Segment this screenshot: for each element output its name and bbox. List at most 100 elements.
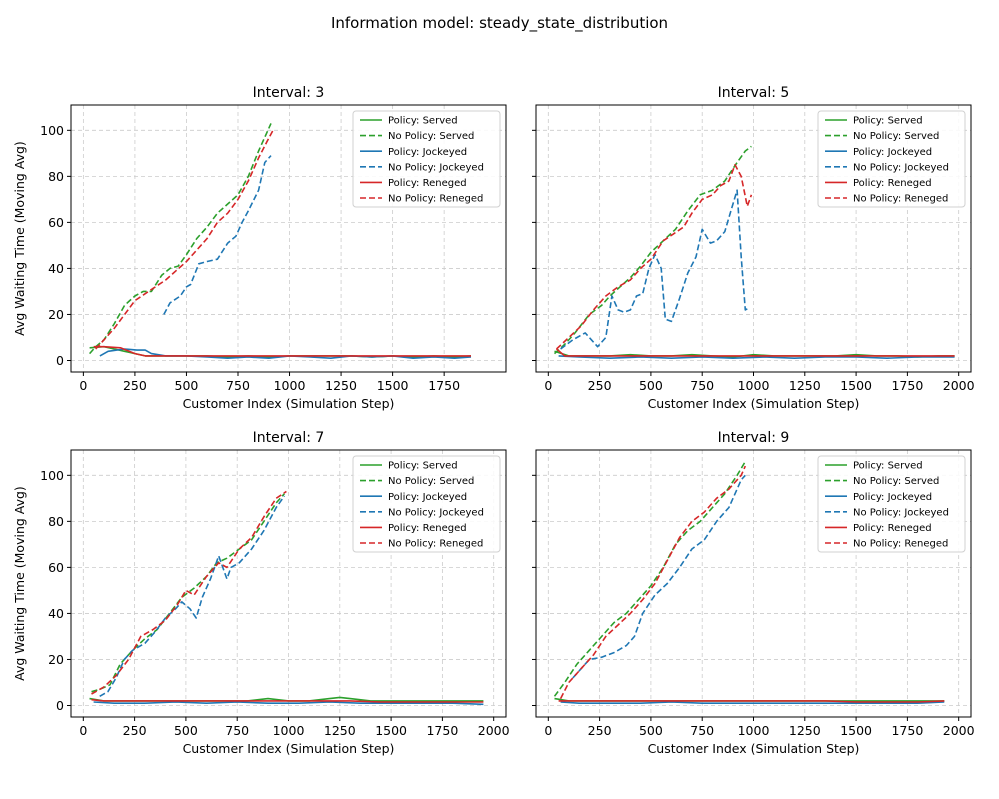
x-axis-label: Customer Index (Simulation Step): [648, 396, 860, 411]
legend-label-1: Policy: Served: [388, 461, 458, 472]
legend-label-3: Policy: Jockeyed: [388, 147, 467, 158]
legend: Policy: Served No Policy: Served Policy: J…: [352, 455, 501, 553]
legend-label-4: No Policy: Jockeyed: [388, 162, 484, 173]
series-line-5: [93, 345, 471, 357]
legend-box: [352, 455, 501, 553]
panel-title: Interval: 7: [253, 430, 325, 446]
x-tick-label: 500: [174, 723, 198, 738]
x-tick-label: 500: [639, 378, 663, 393]
series-line-5: [558, 700, 945, 703]
chart-panel-1: 0 250 500 750 1000 1250 1500 1750 0 20 40 60 80 100 In…: [12, 85, 507, 411]
x-tick-label: 1250: [325, 378, 357, 393]
panel-title: Interval: 5: [718, 85, 790, 101]
x-tick-label: 2000: [943, 723, 975, 738]
y-tick-label: 80: [48, 169, 64, 184]
x-tick-label: 1250: [789, 378, 821, 393]
x-tick-label: 1000: [274, 378, 306, 393]
y-tick-label: 100: [40, 123, 64, 138]
x-tick-label: 2000: [478, 723, 510, 738]
y-tick-label: 60: [48, 215, 64, 230]
series-line-3: [558, 355, 955, 359]
y-tick-label: 80: [48, 514, 64, 529]
legend-label-3: Policy: Jockeyed: [853, 147, 932, 158]
series-line-6: [559, 465, 747, 699]
x-tick-label: 1000: [738, 378, 770, 393]
x-tick-label: 1750: [428, 378, 460, 393]
legend-box: [817, 455, 966, 553]
legend-box: [817, 110, 966, 208]
x-tick-label: 1750: [891, 378, 923, 393]
legend-label-5: Policy: Reneged: [853, 523, 932, 534]
legend-label-5: Policy: Reneged: [388, 178, 467, 189]
legend-label-2: No Policy: Served: [388, 131, 474, 142]
legend-label-2: No Policy: Served: [388, 476, 474, 487]
y-tick-label: 100: [40, 468, 64, 483]
x-tick-label: 250: [588, 723, 612, 738]
x-axis-label: Customer Index (Simulation Step): [648, 741, 860, 756]
y-tick-label: 40: [48, 261, 64, 276]
chart-panel-3: 0 250 500 750 1000 1250 1500 1750 2000 0 20 40 60 80 1…: [12, 430, 510, 756]
x-tick-label: 750: [226, 378, 250, 393]
legend-box: [352, 110, 501, 208]
series-group: [89, 490, 484, 706]
legend: Policy: Served No Policy: Served Policy: J…: [352, 110, 501, 208]
series-line-5: [91, 698, 484, 703]
x-axis-label: Customer Index (Simulation Step): [183, 741, 395, 756]
y-tick-label: 20: [48, 307, 64, 322]
legend-label-4: No Policy: Jockeyed: [388, 507, 484, 518]
y-tick-label: 0: [56, 353, 64, 368]
series-line-6: [91, 490, 287, 695]
legend: Policy: Served No Policy: Served Policy: J…: [817, 455, 966, 553]
series-group: [553, 461, 945, 704]
chart-panel-4: 0 250 500 750 1000 1250 1500 1750 2000 Interval: …: [532, 430, 975, 756]
series-group: [89, 123, 472, 359]
axes-frame: [70, 104, 507, 373]
series-line-2: [91, 493, 285, 693]
y-tick-label: 0: [56, 698, 64, 713]
y-axis-label: Avg Waiting Time (Moving Avg): [12, 141, 27, 336]
x-tick-label: 1000: [738, 723, 770, 738]
legend-label-4: No Policy: Jockeyed: [853, 162, 949, 173]
subplot-grid: 0 250 500 750 1000 1250 1500 1750020406080100In…: [12, 85, 975, 756]
legend-label-3: Policy: Jockeyed: [388, 492, 467, 503]
legend-label-1: Policy: Served: [388, 116, 458, 127]
panel-title: Interval: 9: [718, 430, 790, 446]
figure-suptitle: Information model: steady_state_distribu…: [331, 14, 668, 33]
x-tick-label: 500: [175, 378, 199, 393]
legend-label-1: Policy: Served: [853, 461, 923, 472]
x-tick-label: 1250: [324, 723, 356, 738]
series-line-4: [572, 474, 746, 679]
series-line-2: [89, 123, 272, 355]
legend-label-6: No Policy: Reneged: [388, 539, 483, 550]
x-tick-label: 500: [639, 723, 663, 738]
x-tick-label: 250: [123, 378, 147, 393]
legend-label-2: No Policy: Served: [853, 476, 939, 487]
series-line-6: [95, 129, 274, 350]
y-tick-label: 60: [48, 560, 64, 575]
x-tick-label: 1500: [375, 723, 407, 738]
x-tick-label: 0: [544, 378, 552, 393]
legend-label-2: No Policy: Served: [853, 131, 939, 142]
series-line-4: [163, 155, 272, 315]
series-line-2: [553, 461, 746, 697]
y-tick-label: 40: [48, 606, 64, 621]
y-tick-label: 20: [48, 652, 64, 667]
y-axis-label: Avg Waiting Time (Moving Avg): [12, 486, 27, 681]
x-tick-label: 750: [690, 378, 714, 393]
x-tick-label: 1500: [377, 378, 409, 393]
series-line-2: [553, 145, 752, 355]
legend-label-6: No Policy: Reneged: [388, 194, 483, 205]
x-tick-label: 750: [225, 723, 249, 738]
x-tick-label: 1250: [789, 723, 821, 738]
series-line-3: [99, 348, 472, 359]
x-tick-label: 0: [544, 723, 552, 738]
legend-label-3: Policy: Jockeyed: [853, 492, 932, 503]
chart-panel-2: 0 250 500 750 1000 1250 1500 1750 2000 Interval: …: [532, 85, 975, 411]
x-tick-label: 1750: [891, 723, 923, 738]
legend-label-6: No Policy: Reneged: [853, 539, 948, 550]
legend-label-5: Policy: Reneged: [388, 523, 467, 534]
series-line-4: [560, 189, 750, 350]
series-line-6: [555, 164, 753, 350]
x-tick-label: 1500: [840, 723, 872, 738]
